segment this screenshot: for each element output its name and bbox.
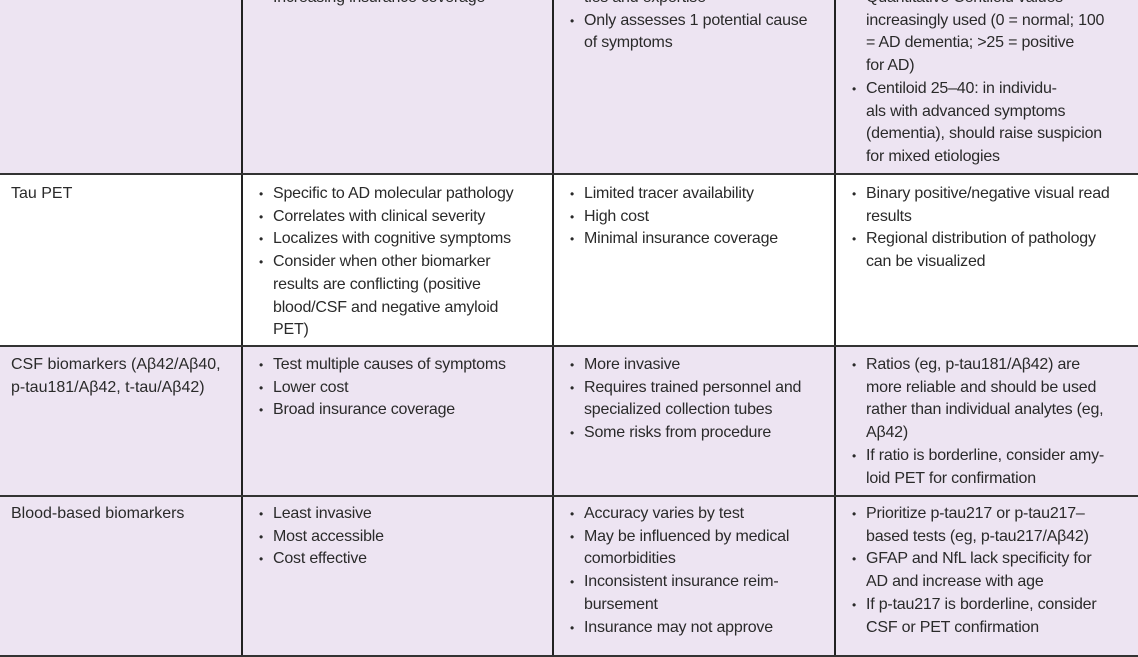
advantages-list: Least invasiveMost accessibleCost effect… (243, 503, 552, 571)
list-item: Consider when other biomarker results ar… (259, 251, 546, 342)
list-item: More invasive (570, 354, 828, 377)
table-row: Tau PET Specific to AD molecular patholog… (0, 175, 1138, 347)
advantages-cell: Test multiple causes of symptomsLower co… (243, 347, 554, 495)
considerations-list: Binary positive/negative visual read res… (836, 183, 1138, 274)
list-item: Requires trained personnel and specializ… (570, 377, 828, 422)
list-item: GFAP and NfL lack specificity for AD and… (852, 548, 1132, 593)
row-label: CSF biomarkers (Aβ42/Aβ40, p-tau181/Aβ42… (11, 356, 221, 396)
list-item: Minimal insurance coverage (570, 228, 828, 251)
disadvantages-list: Limited tracer availabilityHigh costMini… (554, 183, 834, 251)
row-label: Blood-based biomarkers (11, 505, 185, 522)
list-item: Cost effective (259, 548, 546, 571)
disadvantages-cell: ties and expertiseOnly assesses 1 potent… (554, 0, 836, 173)
disadvantages-cell: Limited tracer availabilityHigh costMini… (554, 175, 836, 345)
list-item: Regional distribution of pathology can b… (852, 228, 1132, 273)
list-item: Most accessible (259, 526, 546, 549)
considerations-cell: Quantitative Centiloid values increasing… (836, 0, 1138, 173)
list-item: ties and expertise (570, 0, 828, 10)
advantages-cell: Specific to AD molecular pathologyCorrel… (243, 175, 554, 345)
list-item: Only assesses 1 potential cause of sympt… (570, 10, 828, 55)
list-item: Accuracy varies by test (570, 503, 828, 526)
list-item: Test multiple causes of symptoms (259, 354, 546, 377)
advantages-cell: Least invasiveMost accessibleCost effect… (243, 497, 554, 655)
list-item: Lower cost (259, 377, 546, 400)
table-row: Blood-based biomarkers Least invasiveMost… (0, 497, 1138, 657)
disadvantages-list: More invasiveRequires trained personnel … (554, 354, 834, 445)
considerations-list: Prioritize p-tau217 or p-tau217– based t… (836, 503, 1138, 639)
list-item: Specific to AD molecular pathology (259, 183, 546, 206)
list-item: Quantitative Centiloid values increasing… (852, 0, 1132, 78)
advantages-list: Test multiple causes of symptomsLower co… (243, 354, 552, 422)
advantages-list: Specific to AD molecular pathologyCorrel… (243, 183, 552, 342)
advantages-cell: Increasing insurance coverage (243, 0, 554, 173)
disadvantages-cell: Accuracy varies by testMay be influenced… (554, 497, 836, 655)
considerations-cell: Binary positive/negative visual read res… (836, 175, 1138, 345)
list-item: Inconsistent insurance reim- bursement (570, 571, 828, 616)
biomarker-cell (0, 0, 243, 173)
list-item: Binary positive/negative visual read res… (852, 183, 1132, 228)
list-item: Some risks from procedure (570, 422, 828, 445)
table-row: CSF biomarkers (Aβ42/Aβ40, p-tau181/Aβ42… (0, 347, 1138, 497)
disadvantages-list: Accuracy varies by testMay be influenced… (554, 503, 834, 639)
list-item: Limited tracer availability (570, 183, 828, 206)
advantages-list: Increasing insurance coverage (243, 0, 552, 10)
list-item: Correlates with clinical severity (259, 206, 546, 229)
list-item: Least invasive (259, 503, 546, 526)
list-item: Increasing insurance coverage (259, 0, 546, 10)
list-item: Prioritize p-tau217 or p-tau217– based t… (852, 503, 1132, 548)
list-item: Localizes with cognitive symptoms (259, 228, 546, 251)
list-item: May be influenced by medical comorbiditi… (570, 526, 828, 571)
table-row: Increasing insurance coverage ties and ex… (0, 0, 1138, 175)
list-item: If ratio is borderline, consider amy- lo… (852, 445, 1132, 490)
list-item: Insurance may not approve (570, 617, 828, 640)
considerations-cell: Ratios (eg, p-tau181/Aβ42) are more reli… (836, 347, 1138, 495)
considerations-cell: Prioritize p-tau217 or p-tau217– based t… (836, 497, 1138, 655)
list-item: If p-tau217 is borderline, consider CSF … (852, 594, 1132, 639)
list-item: Centiloid 25–40: in individu- als with a… (852, 78, 1132, 169)
disadvantages-cell: More invasiveRequires trained personnel … (554, 347, 836, 495)
disadvantages-list: ties and expertiseOnly assesses 1 potent… (554, 0, 834, 55)
biomarker-cell: Blood-based biomarkers (0, 497, 243, 655)
list-item: Broad insurance coverage (259, 399, 546, 422)
biomarker-cell: Tau PET (0, 175, 243, 345)
considerations-list: Quantitative Centiloid values increasing… (836, 0, 1138, 169)
row-label: Tau PET (11, 185, 73, 202)
list-item: Ratios (eg, p-tau181/Aβ42) are more reli… (852, 354, 1132, 445)
considerations-list: Ratios (eg, p-tau181/Aβ42) are more reli… (836, 354, 1138, 490)
biomarker-cell: CSF biomarkers (Aβ42/Aβ40, p-tau181/Aβ42… (0, 347, 243, 495)
list-item: High cost (570, 206, 828, 229)
